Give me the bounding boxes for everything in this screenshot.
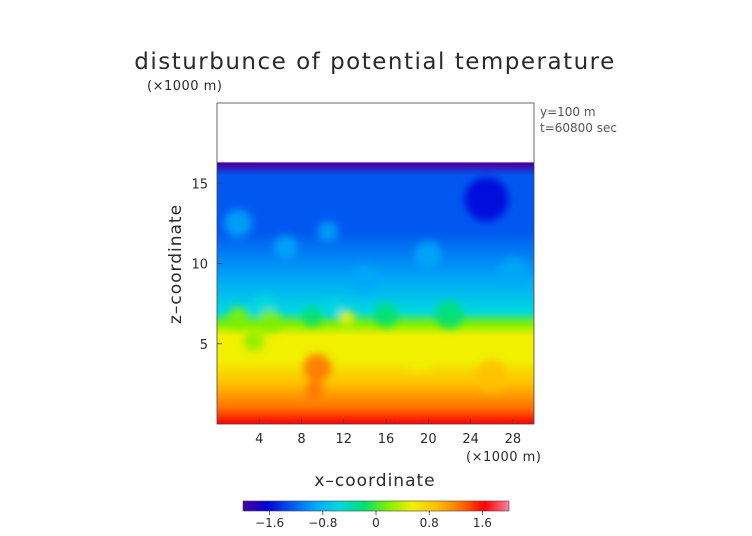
colorbar-tick-label: 1.6	[473, 516, 492, 530]
y-tick-label: 10	[191, 258, 208, 273]
colorbar-gradient	[242, 500, 510, 512]
x-ticks: 4 8 12 16 20 24 28	[255, 419, 521, 447]
field-blob	[374, 302, 399, 327]
x-axis-label: x–coordinate	[314, 471, 435, 491]
field-blob	[224, 209, 253, 238]
colorbar-tick-label: −1.6	[255, 516, 284, 530]
field-blob	[303, 353, 332, 382]
chart-title: disturbunce of potential temperature	[134, 49, 616, 75]
colorbar-tick-label: 0	[372, 516, 380, 530]
y-tick-label: 15	[191, 177, 208, 192]
x-tick-label: 4	[255, 432, 263, 447]
field-blob	[464, 177, 509, 222]
field-blob	[227, 307, 250, 330]
field-blob	[257, 309, 282, 334]
y-ticks: 5 10 15	[191, 177, 222, 353]
field-blob	[475, 359, 508, 392]
field-blob	[338, 310, 355, 327]
field-blob	[498, 257, 527, 286]
field-blob	[317, 221, 338, 242]
field-blob	[302, 306, 323, 327]
field-blob	[435, 300, 464, 329]
field-blob	[305, 381, 324, 400]
field-blob	[273, 235, 298, 260]
colorbar-ticks: −1.6 −0.8 0 0.8 1.6	[255, 511, 492, 530]
colorbar-tick-label: 0.8	[420, 516, 439, 530]
field-blob	[243, 330, 264, 351]
y-tick-label: 5	[200, 338, 208, 353]
plot-area	[216, 102, 535, 425]
colorbar-tick-label: −0.8	[308, 516, 337, 530]
x-unit-label: (×1000 m)	[466, 450, 541, 465]
colorbar: −1.6 −0.8 0 0.8 1.6	[242, 500, 510, 530]
annotation-y: y=100 m	[540, 105, 596, 119]
x-tick-label: 28	[505, 432, 522, 447]
field-blob	[350, 265, 379, 294]
x-tick-label: 24	[462, 432, 479, 447]
x-tick-label: 12	[336, 432, 353, 447]
y-axis-label: z–coordinate	[166, 204, 186, 324]
x-tick-label: 8	[297, 432, 305, 447]
z-unit-label: (×1000 m)	[147, 79, 222, 94]
annotation-t: t=60800 sec	[540, 121, 617, 135]
x-tick-label: 20	[420, 432, 437, 447]
field-blobs	[224, 177, 527, 400]
field-blob	[414, 241, 443, 270]
field-blob	[324, 299, 343, 318]
field-blob	[401, 338, 434, 371]
x-tick-label: 16	[378, 432, 395, 447]
